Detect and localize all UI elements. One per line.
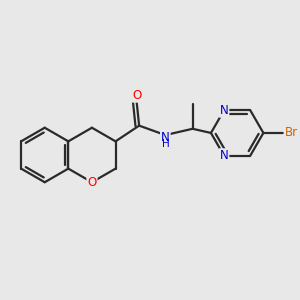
Text: N: N	[220, 104, 228, 117]
Text: O: O	[87, 176, 97, 189]
Text: O: O	[132, 89, 141, 102]
Text: Br: Br	[285, 127, 298, 140]
Text: H: H	[162, 139, 169, 149]
Text: N: N	[220, 149, 228, 162]
Text: N: N	[161, 131, 170, 144]
